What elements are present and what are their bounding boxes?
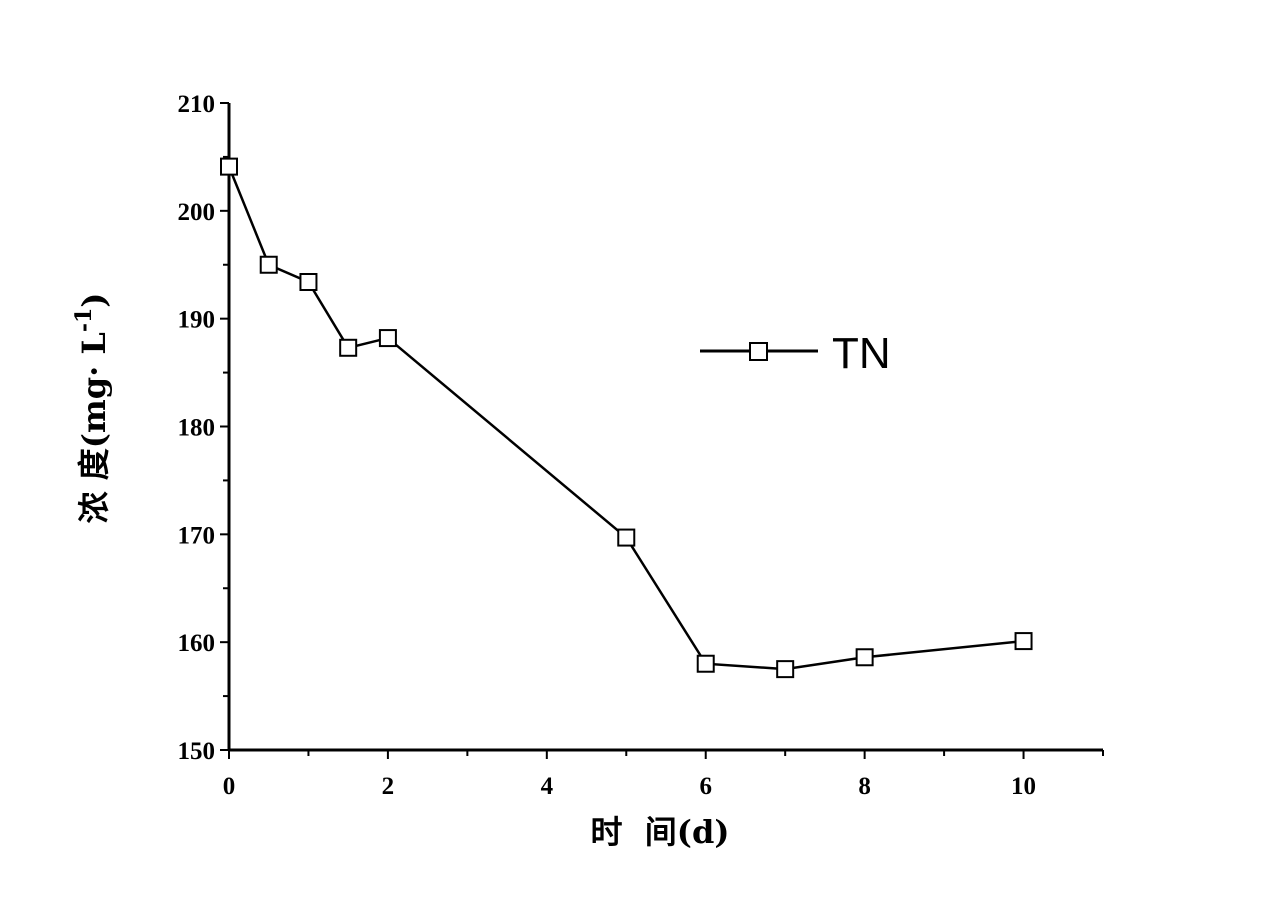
y-tick-label: 170 bbox=[178, 522, 216, 549]
series-line-tn bbox=[227, 166, 1024, 671]
x-tick-label: 6 bbox=[699, 773, 712, 800]
x-tick-label: 2 bbox=[382, 773, 395, 800]
ticks: 0 2 4 6 8 10 150 160 170 180 190 200 210 bbox=[178, 91, 1104, 800]
axes bbox=[227, 103, 1103, 752]
data-point bbox=[220, 157, 238, 176]
legend-marker bbox=[749, 342, 768, 361]
y-axis-label-close: ) bbox=[75, 293, 113, 308]
y-axis-label-sup: -1 bbox=[71, 308, 97, 332]
data-point bbox=[299, 273, 318, 292]
series-tn bbox=[220, 157, 1033, 679]
x-axis-label: 时 间(d) bbox=[591, 813, 730, 851]
data-point bbox=[696, 654, 715, 673]
x-tick-label: 4 bbox=[541, 773, 554, 800]
y-tick-label: 150 bbox=[178, 738, 216, 765]
y-axis-label: 浓 度(mg· L-1) bbox=[71, 293, 113, 524]
x-tick-label: 0 bbox=[223, 773, 236, 800]
data-point bbox=[617, 528, 636, 547]
legend-label-tn: TN bbox=[832, 329, 891, 378]
data-point bbox=[855, 648, 874, 667]
x-tick-label: 8 bbox=[858, 773, 871, 800]
data-point bbox=[259, 255, 278, 274]
y-tick-label: 210 bbox=[178, 91, 216, 118]
data-point bbox=[378, 329, 397, 348]
y-axis-label-main: 浓 度(mg· L bbox=[75, 332, 113, 523]
data-point bbox=[1014, 632, 1033, 651]
y-tick-label: 200 bbox=[178, 199, 216, 226]
y-tick-label: 180 bbox=[178, 415, 216, 442]
data-point bbox=[339, 338, 358, 357]
y-tick-label: 190 bbox=[178, 307, 216, 334]
y-tick-label: 160 bbox=[178, 630, 216, 657]
svg-text:浓 度(mg· L-1): 浓 度(mg· L-1) bbox=[71, 293, 113, 524]
legend: TN bbox=[700, 329, 891, 378]
data-point bbox=[776, 660, 795, 679]
x-tick-label: 10 bbox=[1011, 773, 1036, 800]
